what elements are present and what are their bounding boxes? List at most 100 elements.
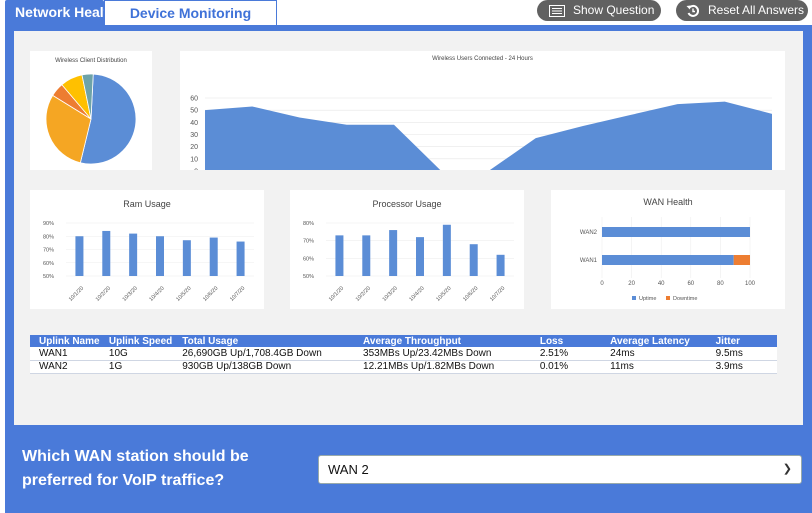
reset-all-answers-button[interactable]: Reset All Answers	[676, 0, 808, 21]
cpu-chart-title: Processor Usage	[372, 199, 442, 209]
area-chart: 60504030201002:00 PM4:00 PM6:00 PM8:00 P…	[190, 96, 772, 171]
area-chart-card: Wireless Users Connected - 24 Hours 60 50…	[180, 51, 785, 170]
wan-chart: 0 20 40 60 80 100 WAN2 WAN1 Uptime Downtime	[580, 217, 756, 302]
pie-chart-card: Wireless Client Distribution	[30, 51, 152, 170]
bar	[182, 240, 191, 276]
bar	[236, 241, 245, 276]
x-tick-label: 10/4/20	[408, 286, 425, 303]
y-tick-label: 60%	[303, 256, 314, 262]
bar	[156, 236, 164, 276]
answer-select[interactable]: WAN 2 ❯	[318, 455, 802, 484]
legend-swatch	[632, 296, 636, 300]
ram-chart-card: Ram Usage 90% 80% 70% 60% 50% 10/1/20 10/2/20 1…	[30, 190, 264, 309]
area-chart-title: Wireless Users Connected - 24 Hours	[432, 56, 533, 62]
legend-label: Uptime	[639, 296, 656, 302]
table-cell: 11ms	[601, 360, 707, 374]
table-header-cell: Average Latency	[601, 335, 707, 347]
y-tick-label: 60	[190, 96, 198, 103]
uplink-table: Uplink Name Uplink Speed Total Usage Averag…	[30, 335, 777, 374]
bar	[129, 233, 138, 276]
x-tick-label: 10/1/20	[68, 286, 85, 303]
question-text: Which WAN station should be preferred fo…	[22, 448, 249, 489]
downtime-bar	[733, 255, 750, 265]
y-tick-label: 0	[194, 169, 198, 171]
table-cell: 3.9ms	[706, 360, 777, 374]
area-series	[205, 101, 772, 170]
ram-chart: 90% 80% 70% 60% 50% 10/1/20 10/2/20 10/3/20 10/4…	[43, 221, 254, 303]
table-header-cell: Loss	[530, 335, 602, 347]
y-tick-label: 40	[190, 120, 198, 127]
y-tick-label: 80%	[43, 234, 54, 240]
question-panel: Wireless Client Distribution Wireless Us…	[5, 25, 812, 513]
bar	[209, 237, 218, 276]
x-tick-label: 20	[628, 281, 635, 287]
bar	[469, 244, 478, 276]
table-cell: 353MBs Up/23.42MBs Down	[354, 347, 531, 361]
table-header-cell: Uplink Name	[30, 335, 100, 347]
y-tick-label: WAN1	[580, 258, 598, 264]
cpu-chart: 80% 70% 60% 50% 10/1/20 10/2/20 10/3/20 10/4/20…	[303, 221, 514, 303]
x-tick-label: 100	[745, 281, 756, 287]
x-tick-label: 10/5/20	[435, 286, 452, 303]
list-icon	[549, 4, 565, 17]
pie-slice	[81, 73, 94, 120]
table-cell: 930GB Up/138GB Down	[173, 360, 355, 374]
y-tick-label: 80%	[303, 221, 314, 227]
dashboard: Wireless Client Distribution Wireless Us…	[14, 31, 803, 425]
y-tick-label: 50%	[43, 274, 54, 280]
reset-icon	[686, 4, 700, 17]
table-cell: WAN2	[30, 360, 100, 374]
y-tick-label: 70%	[43, 248, 54, 254]
pie-chart	[45, 73, 137, 165]
uplink-table-card: Uplink Name Uplink Speed Total Usage Averag…	[30, 335, 777, 374]
uptime-bar	[602, 227, 750, 237]
x-tick-label: 10/2/20	[355, 286, 372, 303]
x-tick-label: 10/3/20	[122, 286, 139, 303]
bar	[416, 237, 424, 276]
y-tick-label: 30	[190, 132, 198, 139]
table-header-row: Uplink Name Uplink Speed Total Usage Averag…	[30, 335, 777, 347]
table-header-cell: Total Usage	[173, 335, 355, 347]
pie-slice	[79, 73, 137, 165]
table-cell: 10G	[99, 347, 174, 361]
x-tick-label: 10/7/20	[489, 286, 506, 303]
uptime-bar	[602, 255, 734, 265]
pie-chart-title: Wireless Client Distribution	[55, 58, 127, 64]
y-tick-label: 20	[190, 144, 198, 151]
wan-chart-card: WAN Health 0 20 40 60 80 100 WAN2 WAN1 Uptime Dow…	[551, 190, 785, 309]
x-tick-label: 10/5/20	[175, 286, 192, 303]
tab-network-health[interactable]: Network Health	[5, 0, 117, 25]
top-bar: Network Health Device Monitoring Show Qu…	[0, 0, 812, 25]
bar	[496, 254, 505, 276]
x-tick-label: 10/3/20	[382, 286, 399, 303]
x-tick-label: 10/7/20	[229, 286, 246, 303]
y-tick-label: 10	[190, 156, 198, 163]
chevron-down-icon: ❯	[782, 463, 792, 475]
y-tick-label: 60%	[43, 261, 54, 267]
table-cell: 1G	[99, 360, 174, 374]
y-tick-label: WAN2	[580, 230, 598, 236]
answer-select-value: WAN 2	[328, 462, 369, 477]
x-tick-label: 10/2/20	[95, 286, 112, 303]
x-tick-label: 10/6/20	[202, 286, 219, 303]
table-cell: 0.01%	[530, 360, 602, 374]
x-tick-label: 10/1/20	[328, 286, 345, 303]
x-tick-label: 40	[658, 281, 665, 287]
x-tick-label: 10/4/20	[148, 286, 165, 303]
wan-chart-title: WAN Health	[643, 197, 693, 207]
bar	[335, 235, 344, 276]
table-cell: 9.5ms	[706, 347, 777, 361]
reset-label: Reset All Answers	[708, 3, 805, 17]
bar	[102, 230, 111, 276]
tab-device-monitoring[interactable]: Device Monitoring	[104, 0, 277, 25]
show-question-button[interactable]: Show Question	[537, 0, 661, 21]
table-header-cell: Jitter	[706, 335, 777, 347]
y-tick-label: 50	[190, 108, 198, 115]
table-row: WAN1 10G 26,690GB Up/1,708.4GB Down 353MBs …	[30, 347, 777, 361]
show-question-label: Show Question	[573, 3, 655, 17]
y-tick-label: 90%	[43, 221, 54, 227]
cpu-chart-card: Processor Usage 80% 70% 60% 50% 10/1/20 10/2/…	[290, 190, 524, 309]
bar	[442, 224, 451, 276]
bar	[389, 230, 398, 276]
ram-chart-title: Ram Usage	[123, 199, 171, 209]
